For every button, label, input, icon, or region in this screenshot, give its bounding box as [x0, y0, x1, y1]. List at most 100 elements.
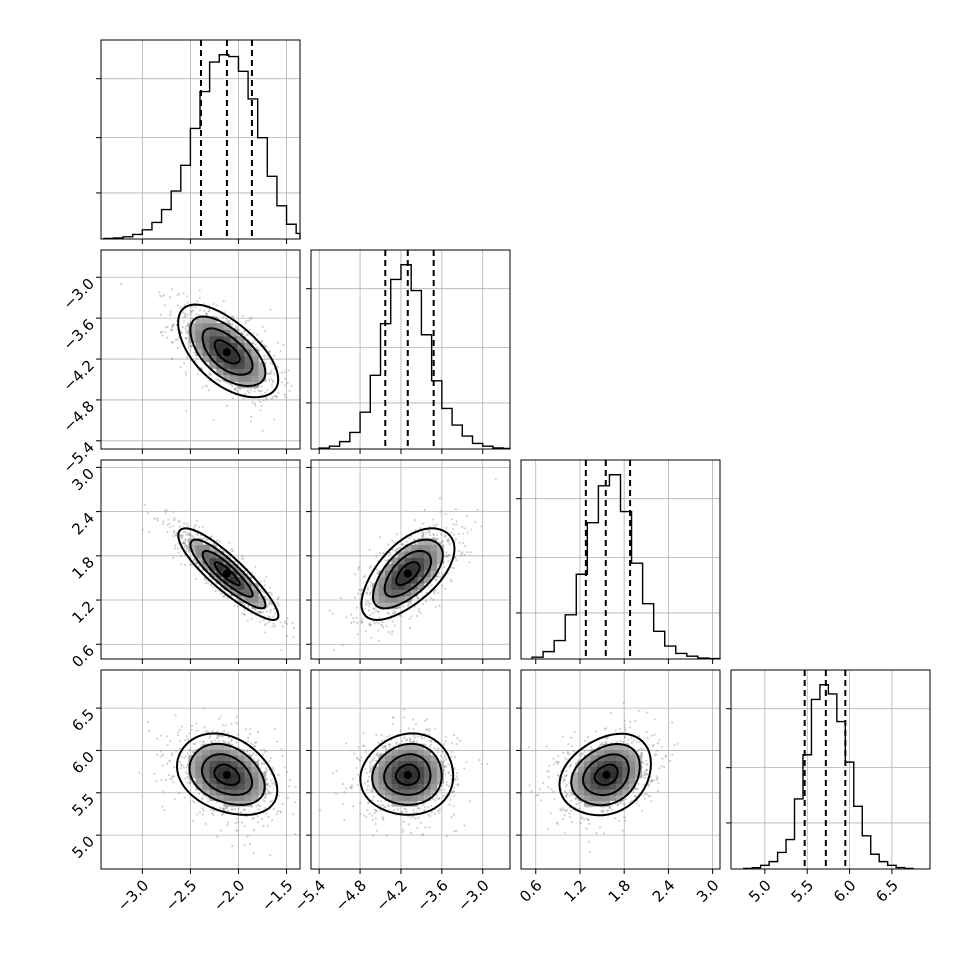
scatter-point: [148, 530, 151, 534]
scatter-point: [396, 547, 399, 550]
scatter-point: [241, 332, 244, 336]
scatter-point: [164, 330, 167, 334]
scatter-point: [417, 607, 421, 610]
scatter-point: [369, 623, 373, 627]
scatter-point: [439, 789, 442, 792]
scatter-point: [265, 784, 268, 787]
scatter-point: [454, 779, 457, 782]
scatter-point: [424, 743, 427, 746]
scatter-point: [292, 635, 295, 639]
contour-line: [360, 527, 456, 622]
density-cell: [209, 336, 217, 343]
x-tick-label: −1.5: [258, 876, 296, 914]
scatter-point: [163, 509, 167, 512]
density-cell: [244, 342, 252, 350]
scatter-point: [443, 535, 447, 538]
scatter-point: [240, 811, 243, 814]
scatter-point: [371, 814, 374, 817]
scatter-point: [359, 801, 362, 805]
scatter-point: [266, 782, 269, 785]
scatter-point: [230, 549, 233, 552]
scatter-point: [201, 813, 204, 816]
scatter-point: [259, 620, 262, 624]
density-cell: [195, 783, 203, 790]
scatter-point: [262, 399, 265, 402]
joint-panel-4-1: −3.0 −2.5 −2.0 −1.55.05.56.06.5: [68, 669, 301, 915]
scatter-point: [365, 816, 368, 819]
scatter-point: [375, 621, 378, 624]
scatter-point: [462, 541, 465, 544]
scatter-point: [286, 381, 289, 385]
scatter-point: [171, 341, 174, 344]
scatter-point: [221, 735, 224, 738]
scatter-point: [220, 379, 223, 382]
scatter-point: [179, 306, 182, 309]
scatter-point: [230, 738, 234, 741]
contour-line: [175, 732, 279, 816]
scatter-point: [211, 741, 214, 744]
density-cell: [237, 800, 245, 807]
scatter-point: [268, 785, 272, 788]
scatter-point: [185, 324, 188, 328]
scatter-point: [260, 610, 263, 614]
scatter-point: [284, 620, 288, 623]
scatter-point: [248, 328, 252, 331]
scatter-point: [184, 336, 187, 340]
scatter-point: [156, 519, 160, 522]
scatter-point: [372, 834, 375, 837]
scatter-point: [355, 756, 359, 760]
scatter-point: [435, 796, 438, 799]
scatter-point: [355, 616, 358, 620]
scatter-point: [391, 539, 394, 542]
scatter-point: [186, 545, 189, 548]
scatter-point: [222, 595, 225, 598]
scatter-point: [251, 817, 255, 820]
scatter-point: [369, 768, 373, 771]
scatter-point: [176, 338, 179, 341]
scatter-point: [170, 754, 173, 757]
scatter-point: [430, 740, 433, 743]
scatter-point: [275, 396, 278, 399]
scatter-point: [179, 767, 182, 770]
density-cell: [223, 336, 231, 343]
scatter-point: [202, 740, 206, 743]
scatter-point: [186, 295, 189, 298]
scatter-point: [264, 622, 267, 625]
scatter-point: [184, 327, 187, 330]
density-cell: [244, 381, 252, 389]
scatter-point: [172, 519, 176, 522]
scatter-point: [277, 604, 280, 607]
scatter-point: [294, 785, 297, 789]
scatter-point: [438, 541, 441, 545]
scatter-point: [272, 768, 275, 771]
scatter-point: [372, 795, 375, 798]
scatter-point: [164, 326, 167, 329]
scatter-point: [177, 551, 180, 554]
scatter-point: [187, 533, 191, 536]
scatter-point: [390, 632, 393, 635]
scatter-point: [376, 610, 380, 613]
scatter-point: [171, 340, 174, 344]
scatter-point: [175, 533, 178, 536]
density-cell: [188, 760, 196, 767]
density-cell: [398, 583, 405, 590]
density-cell: [223, 583, 231, 590]
density-cell: [391, 570, 399, 578]
density-cell: [398, 595, 405, 603]
scatter-point: [181, 534, 185, 538]
scatter-point: [260, 340, 263, 343]
scatter-point: [216, 734, 219, 737]
scatter-point: [268, 759, 271, 763]
scatter-point: [428, 733, 431, 737]
density-cell: [195, 772, 203, 779]
scatter-point: [391, 620, 394, 623]
scatter-point: [356, 592, 360, 595]
scatter-point: [480, 525, 483, 528]
scatter-point: [189, 779, 192, 782]
density-cell: [230, 563, 238, 571]
scatter-point: [190, 310, 193, 313]
scatter-point: [470, 528, 473, 531]
scatter-point: [372, 607, 376, 610]
scatter-point: [420, 737, 423, 740]
scatter-point: [209, 373, 213, 376]
